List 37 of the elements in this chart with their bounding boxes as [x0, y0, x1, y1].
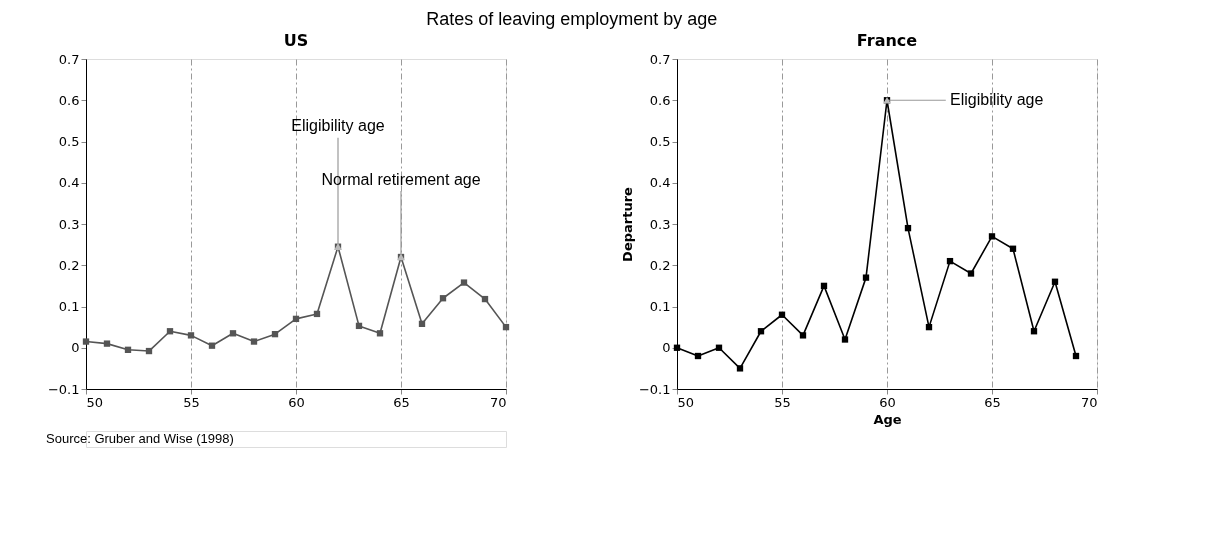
y-axis-title: Departure — [619, 186, 635, 262]
y-tick-label: 0.5 — [58, 134, 80, 149]
y-tick-label: 0.2 — [58, 257, 80, 273]
x-tick-label: 50 — [86, 394, 104, 410]
source-note: Source: Gruber and Wise (1998) — [46, 431, 234, 446]
y-tick-label: −0.1 — [47, 381, 80, 397]
y-tick-label: 0 — [71, 340, 80, 356]
x-tick-label: 60 — [288, 394, 305, 410]
y-tick-label: −0.1 — [638, 381, 671, 397]
x-tick-label: 70 — [1080, 394, 1098, 410]
x-tick-label: 55 — [183, 394, 200, 410]
x-tick-label: 70 — [489, 394, 507, 410]
y-tick-label: 0.4 — [58, 175, 80, 191]
y-tick-label: 0.3 — [58, 216, 80, 232]
y-tick-label: 0.7 — [58, 51, 80, 67]
x-tick-label: 55 — [774, 394, 791, 410]
annotation: Eligibility age — [291, 117, 385, 135]
y-tick-label: 0.5 — [649, 134, 671, 149]
y-tick-label: 0.4 — [649, 175, 671, 191]
y-tick-label: 0.1 — [58, 299, 80, 314]
y-tick-label: 0.3 — [649, 216, 671, 232]
y-tick-label: 0.6 — [649, 92, 671, 108]
x-tick-label: 60 — [879, 394, 896, 410]
x-tick-label: 50 — [677, 394, 695, 410]
y-tick-label: 0 — [662, 340, 671, 356]
text: Rates of leaving employment by age — [426, 8, 718, 29]
y-tick-label: 0.1 — [649, 299, 671, 314]
y-tick-label: 0.2 — [649, 257, 671, 273]
x-tick-label: 65 — [984, 394, 1001, 410]
annotation: Normal retirement age — [321, 170, 481, 188]
chart-title: France — [856, 31, 918, 50]
annotation: Eligibility age — [950, 91, 1044, 109]
y-tick-label: 0.7 — [649, 51, 671, 67]
chart-subtitle: US — [283, 31, 309, 50]
x-axis-title: Age — [873, 411, 902, 427]
x-tick-label: 65 — [393, 394, 410, 410]
y-tick-label: 0.6 — [58, 92, 80, 108]
